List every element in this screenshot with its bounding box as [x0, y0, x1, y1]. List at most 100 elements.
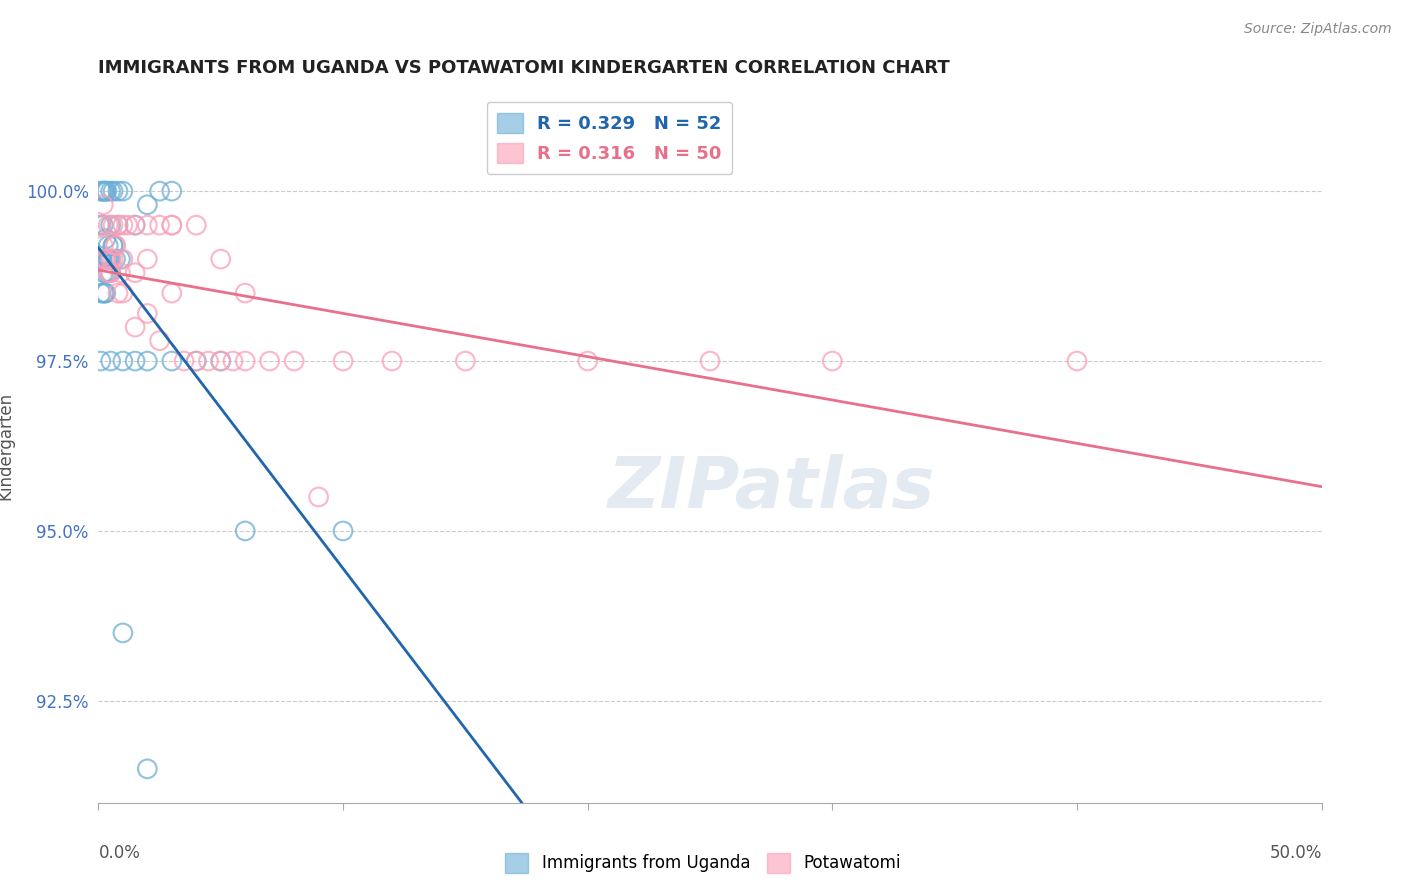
Point — [110, 266, 132, 280]
Point — [136, 218, 159, 232]
Text: 50.0%: 50.0% — [1270, 844, 1322, 862]
Point — [90, 218, 112, 232]
Legend: Immigrants from Uganda, Potawatomi: Immigrants from Uganda, Potawatomi — [498, 847, 908, 880]
Point — [100, 252, 122, 266]
Point — [233, 286, 256, 301]
Point — [107, 218, 129, 232]
Point — [124, 218, 146, 232]
Text: Source: ZipAtlas.com: Source: ZipAtlas.com — [1244, 22, 1392, 37]
Point — [160, 218, 183, 232]
Point — [209, 252, 232, 266]
Point — [124, 320, 146, 334]
Point — [91, 218, 114, 232]
Point — [124, 354, 146, 368]
Point — [94, 184, 117, 198]
Point — [186, 218, 208, 232]
Point — [209, 354, 232, 368]
Point — [90, 354, 112, 368]
Text: IMMIGRANTS FROM UGANDA VS POTAWATOMI KINDERGARTEN CORRELATION CHART: IMMIGRANTS FROM UGANDA VS POTAWATOMI KIN… — [98, 59, 950, 77]
Point — [111, 218, 134, 232]
Point — [90, 252, 112, 266]
Point — [91, 252, 114, 266]
Point — [332, 354, 354, 368]
Legend: R = 0.329   N = 52, R = 0.316   N = 50: R = 0.329 N = 52, R = 0.316 N = 50 — [486, 102, 733, 174]
Point — [111, 626, 134, 640]
Point — [111, 252, 134, 266]
Point — [259, 354, 281, 368]
Point — [283, 354, 305, 368]
Point — [97, 266, 120, 280]
Point — [160, 286, 183, 301]
Point — [107, 218, 129, 232]
Point — [91, 266, 114, 280]
Point — [117, 218, 139, 232]
Point — [91, 184, 114, 198]
Point — [90, 184, 112, 198]
Point — [136, 306, 159, 320]
Point — [101, 218, 124, 232]
Point — [94, 232, 117, 246]
Text: 0.0%: 0.0% — [98, 844, 141, 862]
Point — [107, 286, 129, 301]
Point — [821, 354, 844, 368]
Point — [91, 238, 114, 252]
Point — [136, 354, 159, 368]
Point — [97, 238, 120, 252]
Point — [332, 524, 354, 538]
Point — [91, 198, 114, 212]
Point — [111, 286, 134, 301]
Point — [91, 286, 114, 301]
Point — [101, 238, 124, 252]
Point — [101, 252, 124, 266]
Point — [136, 762, 159, 776]
Point — [186, 354, 208, 368]
Point — [100, 184, 122, 198]
Point — [160, 354, 183, 368]
Point — [186, 354, 208, 368]
Point — [124, 266, 146, 280]
Point — [94, 252, 117, 266]
Y-axis label: Kindergarten: Kindergarten — [0, 392, 14, 500]
Point — [90, 286, 112, 301]
Point — [104, 238, 127, 252]
Point — [160, 184, 183, 198]
Point — [136, 252, 159, 266]
Point — [173, 354, 195, 368]
Point — [308, 490, 330, 504]
Point — [209, 354, 232, 368]
Point — [381, 354, 404, 368]
Point — [233, 354, 256, 368]
Point — [576, 354, 599, 368]
Point — [100, 266, 122, 280]
Point — [699, 354, 721, 368]
Point — [197, 354, 219, 368]
Point — [100, 252, 122, 266]
Point — [111, 354, 134, 368]
Point — [222, 354, 245, 368]
Point — [91, 184, 114, 198]
Point — [110, 252, 132, 266]
Point — [100, 218, 122, 232]
Point — [98, 252, 121, 266]
Point — [160, 218, 183, 232]
Point — [100, 354, 122, 368]
Point — [96, 252, 118, 266]
Point — [93, 286, 115, 301]
Point — [107, 184, 129, 198]
Point — [89, 252, 111, 266]
Point — [104, 252, 127, 266]
Point — [1066, 354, 1088, 368]
Point — [89, 218, 111, 232]
Point — [149, 218, 172, 232]
Point — [454, 354, 477, 368]
Point — [111, 184, 134, 198]
Point — [94, 266, 117, 280]
Text: ZIPatlas: ZIPatlas — [607, 454, 935, 524]
Point — [124, 218, 146, 232]
Point — [94, 252, 117, 266]
Point — [233, 524, 256, 538]
Point — [101, 184, 124, 198]
Point — [96, 184, 118, 198]
Point — [93, 184, 115, 198]
Point — [104, 238, 127, 252]
